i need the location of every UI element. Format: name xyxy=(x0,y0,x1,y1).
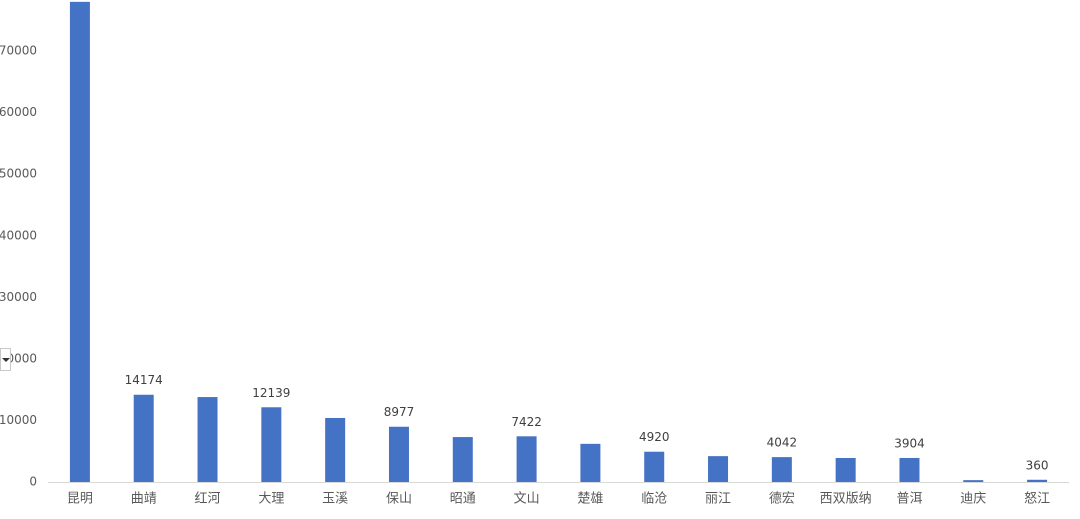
bar xyxy=(452,437,473,482)
bar xyxy=(963,480,984,482)
data-label: 4042 xyxy=(767,436,798,450)
bar xyxy=(835,457,856,482)
bar xyxy=(708,456,729,482)
x-tick-label: 怒江 xyxy=(1024,492,1050,507)
x-tick-label: 普洱 xyxy=(896,492,922,507)
bar xyxy=(1027,479,1048,482)
bar xyxy=(388,426,409,482)
bar xyxy=(516,436,537,482)
y-tick-label: 10000 xyxy=(0,413,37,427)
x-tick-label: 迪庆 xyxy=(960,492,986,507)
x-tick-label: 文山 xyxy=(514,492,540,507)
y-tick-label: 60000 xyxy=(0,105,37,119)
x-tick-label: 玉溪 xyxy=(322,492,348,507)
y-tick-label: 0 xyxy=(29,475,37,489)
x-tick-label: 昆明 xyxy=(67,492,93,507)
x-tick-label: 保山 xyxy=(386,492,412,507)
dropdown-arrow xyxy=(2,358,10,362)
data-label: 3904 xyxy=(894,436,925,450)
data-label: 7422 xyxy=(511,415,542,429)
bar xyxy=(580,443,601,482)
y-tick-label: 30000 xyxy=(0,290,37,304)
x-tick-label: 曲靖 xyxy=(131,492,157,507)
bar xyxy=(644,451,665,482)
dropdown-button[interactable] xyxy=(0,348,11,371)
bar xyxy=(325,417,346,482)
bar xyxy=(133,394,154,482)
bar xyxy=(771,457,792,482)
x-tick-label: 昭通 xyxy=(450,492,476,507)
data-label: 4920 xyxy=(639,430,670,444)
y-tick-label: 40000 xyxy=(0,228,37,242)
bar xyxy=(899,457,920,482)
x-tick-label: 楚雄 xyxy=(577,492,603,507)
y-tick-label: 70000 xyxy=(0,44,37,58)
x-tick-label: 西双版纳 xyxy=(820,492,872,507)
y-tick-label: 50000 xyxy=(0,167,37,181)
x-tick-label: 临沧 xyxy=(641,491,667,507)
bar xyxy=(261,407,282,482)
data-label: 360 xyxy=(1026,458,1049,472)
data-label: 14174 xyxy=(125,373,163,387)
bar xyxy=(69,1,90,483)
x-tick-label: 大理 xyxy=(258,492,284,507)
data-label: 12139 xyxy=(252,386,290,400)
bar xyxy=(197,397,218,482)
x-tick-label: 红河 xyxy=(195,491,221,507)
x-tick-label: 德宏 xyxy=(769,492,795,507)
x-tick-label: 丽江 xyxy=(705,492,731,507)
data-label: 8977 xyxy=(384,405,415,419)
